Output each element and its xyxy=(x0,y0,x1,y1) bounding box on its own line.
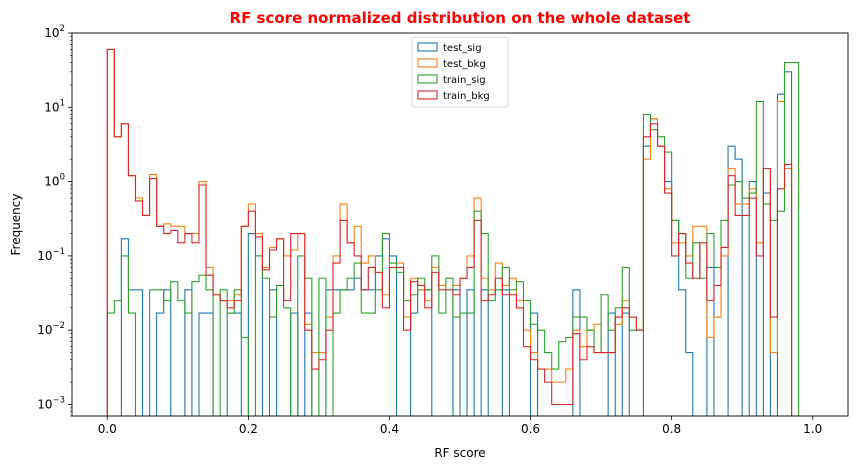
x-axis-label: RF score xyxy=(434,446,485,460)
legend-swatch-train-sig xyxy=(417,74,438,84)
y-tick-label: 10−1 xyxy=(37,247,65,263)
legend-label-test-bkg: test_bkg xyxy=(443,59,486,70)
x-tick-label: 0.4 xyxy=(380,422,399,436)
y-tick-label: 10−3 xyxy=(37,395,65,411)
y-axis-label: Frequency xyxy=(9,194,23,256)
y-tick-label: 100 xyxy=(44,173,65,189)
series-layer xyxy=(106,48,800,416)
legend: test_sig test_bkg train_sig train_bkg xyxy=(411,36,509,108)
x-tick-label: 0.0 xyxy=(98,422,117,436)
legend-swatch-test-bkg xyxy=(417,58,438,68)
chart-title: RF score normalized distribution on the … xyxy=(230,9,691,27)
legend-label-test-sig: test_sig xyxy=(443,43,482,54)
x-tick-label: 0.2 xyxy=(239,422,258,436)
y-tick-label: 101 xyxy=(44,98,65,114)
y-tick-label: 10−2 xyxy=(37,321,65,337)
series-test-sig xyxy=(120,71,793,416)
legend-swatch-train-bkg xyxy=(417,90,438,100)
legend-label-train-sig: train_sig xyxy=(443,75,486,86)
x-tick-label: 0.6 xyxy=(521,422,540,436)
x-tick-label: 1.0 xyxy=(803,422,822,436)
legend-swatch-test-sig xyxy=(417,42,438,52)
x-axis: 0.0 0.2 0.4 0.6 0.8 1.0 xyxy=(98,416,822,436)
legend-box xyxy=(411,36,509,108)
plot-frame xyxy=(71,32,849,417)
legend-label-train-bkg: train_bkg xyxy=(443,91,490,102)
x-tick-label: 0.8 xyxy=(662,422,681,436)
series-train-bkg xyxy=(106,48,793,416)
y-axis: 10−3 10−2 10−1 100 101 102 xyxy=(37,24,72,417)
y-tick-label: 102 xyxy=(44,24,65,40)
